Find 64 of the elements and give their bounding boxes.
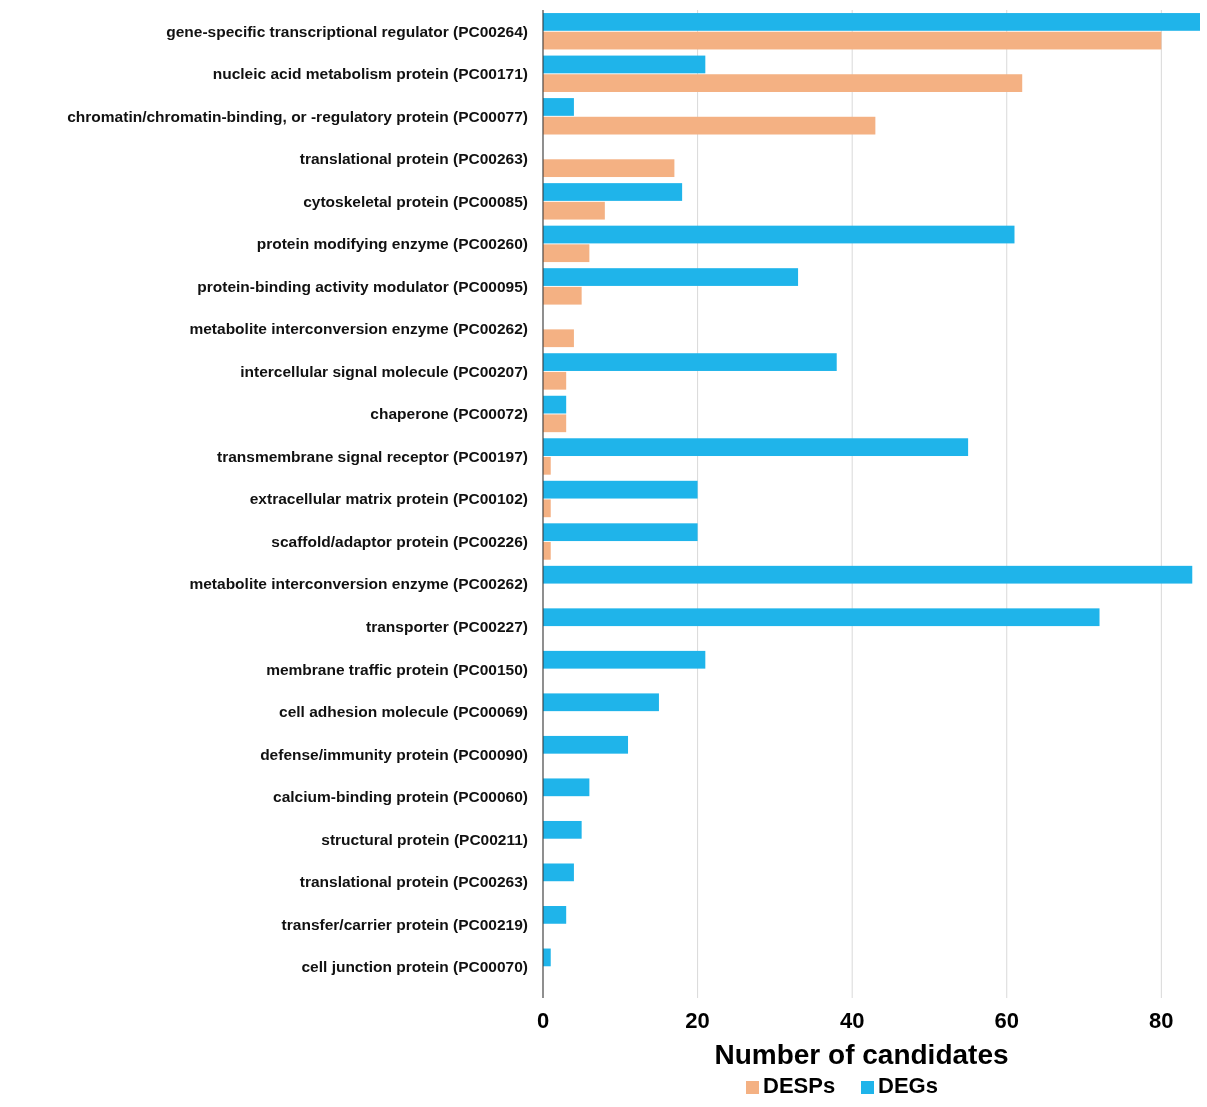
bar <box>543 480 698 499</box>
y-tick-label: metabolite interconversion enzyme (PC00262) <box>189 320 528 338</box>
y-tick-label: scaffold/adaptor protein (PC00226) <box>271 532 528 550</box>
y-tick-label: defense/immunity protein (PC00090) <box>260 745 528 763</box>
bar <box>543 159 675 178</box>
bar <box>543 244 590 263</box>
bar <box>543 414 567 433</box>
y-tick-label: cell adhesion molecule (PC00069) <box>279 703 528 721</box>
y-tick-label: gene-specific transcriptional regulator (PC00264) <box>166 22 528 40</box>
bar <box>543 74 1023 92</box>
y-tick-label: protein-binding activity modulator (PC00095) <box>197 277 528 295</box>
bar <box>543 395 567 414</box>
x-tick-label: 40 <box>839 1008 865 1033</box>
bar <box>543 565 1193 584</box>
x-tick-label: 60 <box>994 1008 1020 1033</box>
bar <box>543 371 567 390</box>
bar <box>543 541 551 560</box>
bar <box>543 98 574 116</box>
bar <box>543 456 551 475</box>
bar <box>543 225 1015 244</box>
bar <box>543 778 590 797</box>
y-tick-label: calcium-binding protein (PC00060) <box>273 788 528 806</box>
bar <box>543 183 683 201</box>
y-tick-label: structural protein (PC00211) <box>321 830 528 848</box>
x-axis-title: Number of candidates <box>714 1039 1009 1070</box>
bar <box>543 499 551 518</box>
bar <box>543 523 698 542</box>
bar <box>543 31 1162 50</box>
bar <box>543 438 969 457</box>
x-tick-label: 80 <box>1149 1008 1174 1033</box>
y-tick-label: chaperone (PC00072) <box>370 405 528 423</box>
x-tick-label: 0 <box>536 1008 550 1033</box>
bar <box>543 608 1100 627</box>
legend-label: DESPs <box>763 1073 836 1098</box>
bar <box>543 329 574 348</box>
y-tick-label: membrane traffic protein (PC00150) <box>266 660 528 678</box>
bar <box>543 116 876 135</box>
bar <box>543 906 567 924</box>
bar <box>543 735 629 754</box>
y-tick-label: translational protein (PC00263) <box>299 873 528 891</box>
y-tick-label: cell junction protein (PC00070) <box>301 958 528 976</box>
y-tick-label: extracellular matrix protein (PC00102) <box>249 490 528 508</box>
y-tick-label: transmembrane signal receptor (PC00197) <box>217 447 528 465</box>
y-tick-label: intercellular signal molecule (PC00207) <box>240 362 528 380</box>
y-tick-label: chromatin/chromatin-binding, or -regulatory protein (PC00077) <box>67 107 528 125</box>
bar <box>543 201 605 220</box>
bar <box>543 353 837 371</box>
y-tick-label: cytoskeletal protein (PC00085) <box>303 192 528 210</box>
bar <box>543 863 574 882</box>
y-tick-label: protein modifying enzyme (PC00260) <box>256 235 528 253</box>
bar <box>543 820 582 839</box>
bar <box>543 650 706 669</box>
y-tick-label: transporter (PC00227) <box>366 617 528 635</box>
bar <box>543 13 1200 31</box>
bar <box>543 268 799 286</box>
x-tick-label: 20 <box>685 1008 710 1033</box>
y-tick-label: transfer/carrier protein (PC00219) <box>281 915 528 933</box>
legend-label: DEGs <box>878 1073 938 1098</box>
y-tick-label: metabolite interconversion enzyme (PC00262) <box>189 575 528 593</box>
bar <box>543 286 582 305</box>
bar <box>543 693 659 712</box>
y-tick-label: nucleic acid metabolism protein (PC00171) <box>212 65 528 83</box>
bar <box>543 55 706 74</box>
y-tick-label: translational protein (PC00263) <box>299 150 528 168</box>
